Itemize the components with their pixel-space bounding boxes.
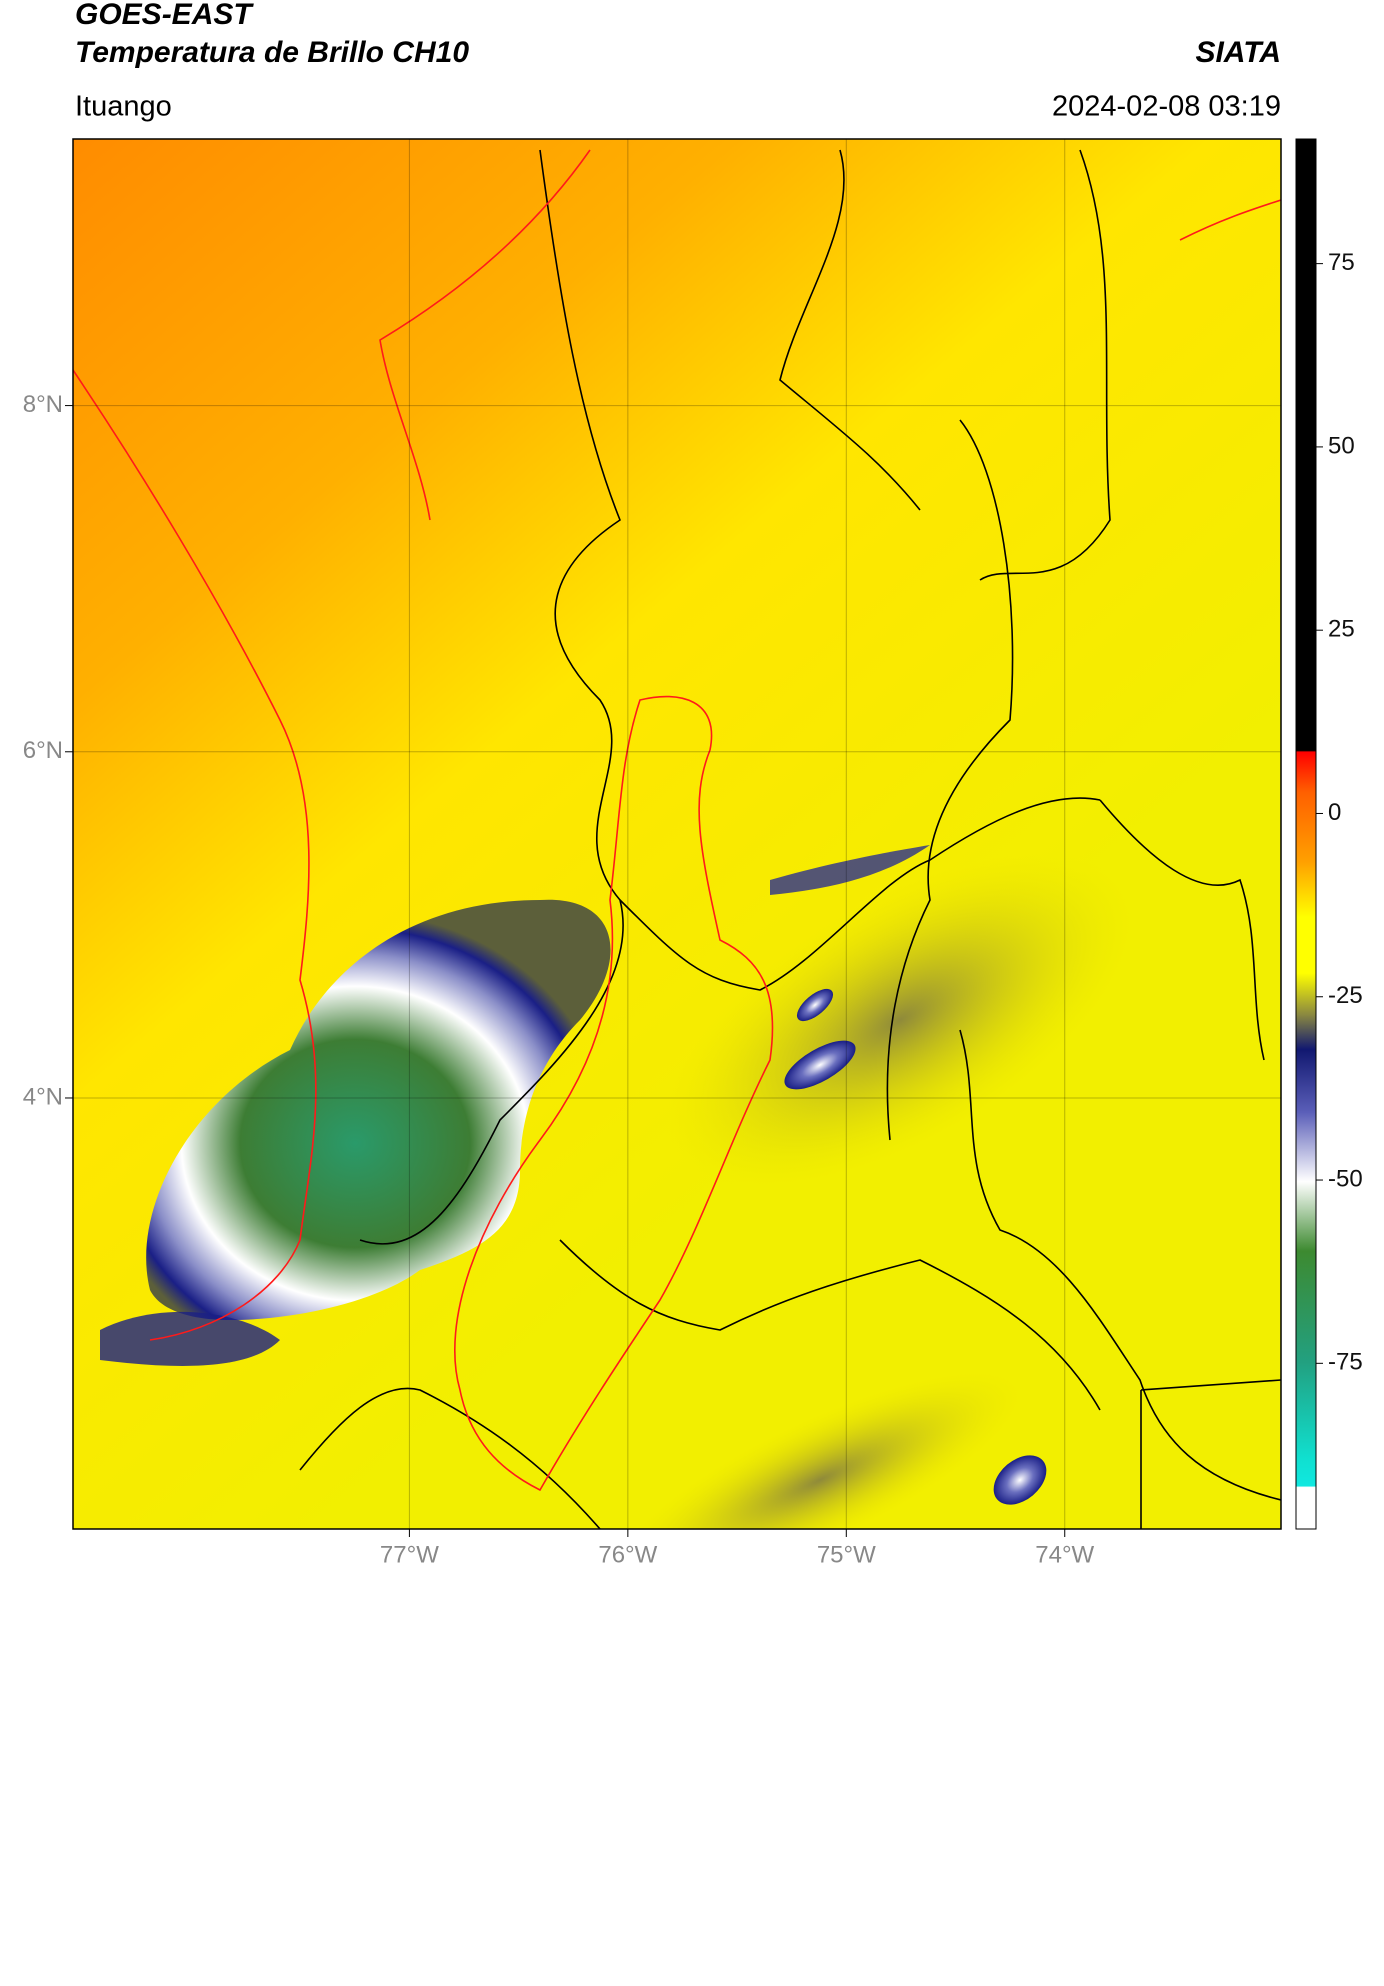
x-tick-label: 74°W [1035, 1541, 1094, 1568]
cloud-edge [100, 1311, 280, 1366]
y-tick-label: 6°N [23, 737, 63, 764]
colorbar-label: 0 [1328, 799, 1341, 826]
source: SIATA [1195, 36, 1281, 69]
subtitle: Temperatura de Brillo CH10 [75, 36, 469, 69]
cloud-cell [993, 1455, 1047, 1505]
region: Ituango [75, 91, 172, 123]
colorbar-label: -25 [1328, 982, 1363, 1009]
title: GOES-EAST [75, 0, 254, 31]
colorbar-label: 50 [1328, 432, 1355, 459]
colorbar-label: 75 [1328, 249, 1355, 276]
cloud-cell [796, 988, 834, 1022]
cloud-cell [784, 1040, 856, 1090]
x-tick-label: 77°W [380, 1541, 439, 1568]
boundary-lines [73, 149, 1281, 1492]
colorbar-label: 25 [1328, 616, 1355, 643]
y-tick-label: 8°N [23, 391, 63, 418]
cloud-haze [666, 853, 1134, 1187]
cloud-haze [619, 1372, 1021, 1529]
datetime: 2024-02-08 03:19 [1052, 91, 1281, 123]
colorbar [1295, 138, 1317, 1530]
admin-borders [299, 149, 1281, 1529]
map-imagery [73, 139, 1281, 1529]
cloud-band [770, 845, 930, 895]
x-tick-label: 76°W [598, 1541, 657, 1568]
x-tick-label: 75°W [817, 1541, 876, 1568]
colorbar-label: -50 [1328, 1165, 1363, 1192]
colorbar-label: -75 [1328, 1349, 1363, 1376]
y-tick-label: 4°N [23, 1083, 63, 1110]
plot-frame [72, 138, 1282, 1530]
graticule [73, 139, 1281, 1529]
convective-cloud [146, 899, 611, 1320]
